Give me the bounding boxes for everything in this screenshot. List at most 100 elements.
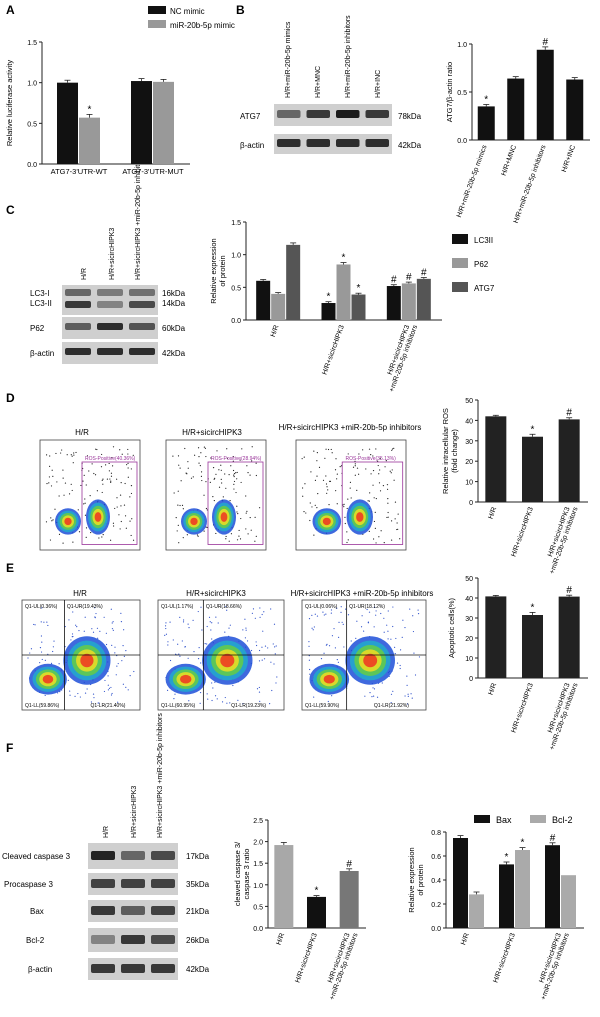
blot-b-lane-1: H/R+miR-20b-5p mimics <box>285 21 292 98</box>
flow-e-3-dot-101 <box>311 614 313 616</box>
flow-d-1-dot-58 <box>72 541 74 543</box>
flow-d-3-dot-128 <box>325 448 327 450</box>
flow-d-3-dot-48 <box>347 498 349 500</box>
flow-d-2-dot-24 <box>237 513 239 515</box>
flow-e-3-dot-114 <box>355 637 357 639</box>
flow-e-3-dot-24 <box>323 652 325 654</box>
blot-f-kda-bcl2: 26kDa <box>186 936 210 945</box>
flow-e-3-dot-31 <box>396 662 399 664</box>
flow-d-3-dot-109 <box>354 465 356 467</box>
flow-e-3-dot-57 <box>325 613 327 615</box>
flow-e-1-dot-47 <box>95 612 97 615</box>
flow-e-1-dot-135 <box>92 631 95 633</box>
flow-d-1-dot-26 <box>63 494 65 496</box>
flow-e-3-dot-86 <box>308 618 311 620</box>
flow-e-1-dot-75 <box>125 650 127 652</box>
flow-d-3-gate-label: ROS-Positive(35.13%) <box>346 456 397 462</box>
flow-d-1-dot-110 <box>85 536 87 538</box>
flow-d-3-dot-31 <box>362 449 364 451</box>
flow-d-2-dot-87 <box>197 447 200 449</box>
A-xlabel-0: ATG7-3'UTR-WT <box>51 167 108 176</box>
flow-e-3-dot-20 <box>371 695 373 698</box>
flow-e-3-dot-137 <box>390 638 392 640</box>
flow-e-2-dot-129 <box>188 627 190 629</box>
flow-e-2-dot-35 <box>276 676 278 678</box>
flow-d-2-dot-1 <box>245 512 247 514</box>
flow-d-1-dot-45 <box>120 505 122 507</box>
blot-b-band-0-1 <box>306 110 330 118</box>
flow-d-3-dot-53 <box>380 530 382 532</box>
flow-e-3-dot-96 <box>311 627 313 629</box>
flow-d-2-dot-79 <box>233 474 235 476</box>
F1-xlabel-1: H/R+sicircHIPK3 <box>294 932 319 984</box>
flow-e-2-dot-6 <box>169 621 171 623</box>
flow-e-2-dot-9 <box>228 627 230 629</box>
flow-d-1-dot-28 <box>90 531 92 534</box>
flow-d-3-dot-43 <box>346 541 348 544</box>
F1-ytick-label-4: 2.0 <box>253 840 263 847</box>
flow-e-1-dot-91 <box>86 688 88 690</box>
flow-e-1-dot-139 <box>75 624 77 626</box>
flow-e-3-dot-99 <box>383 631 385 633</box>
flow-d-1-dot-136 <box>119 494 122 496</box>
flow-e-2-dot-27 <box>255 644 258 647</box>
flow-e-1-dot-20 <box>120 612 122 614</box>
flow-d-1-dot-25 <box>110 472 113 474</box>
C-bar-2-1 <box>401 283 416 320</box>
flow-e-1-dot-120 <box>40 621 42 623</box>
flow-e-3-dot-12 <box>410 693 412 695</box>
flow-e-3-dot-138 <box>367 622 369 624</box>
flow-e-3-dot-28 <box>413 652 415 654</box>
flow-e-1-dot-4 <box>122 683 124 685</box>
flow-d-3-dot-79 <box>310 471 312 473</box>
flow-d-2-dot-21 <box>186 534 188 536</box>
flow-d-3-dot-15 <box>390 539 393 541</box>
flow-d-1-dot-17 <box>121 453 123 455</box>
flow-d-3-dot-34 <box>335 490 337 492</box>
flow-d-3-dot-54 <box>303 456 305 458</box>
flow-d-2-dot-19 <box>255 462 257 464</box>
flow-e-1-dot-31 <box>39 662 41 664</box>
flow-e-2-dot-132 <box>254 617 256 619</box>
flow-e-3-dot-132 <box>361 615 363 617</box>
flow-e-1-q-ur: Q1-UR(19.43%) <box>67 604 103 610</box>
flow-d-3-dot-65 <box>309 519 311 522</box>
flow-e-1-dot-122 <box>115 674 117 676</box>
flow-e-2-dot-110 <box>262 630 264 632</box>
flow-e-3-dot-94 <box>373 695 375 697</box>
flow-d-2-dot-10 <box>254 540 256 542</box>
A-ytick-label-3: 1.5 <box>27 40 37 47</box>
flow-e-1-blob-0-4 <box>42 674 54 684</box>
flow-d-1-dot-6 <box>129 496 131 498</box>
blot-f-band-4-0 <box>91 964 115 973</box>
flow-d-2-dot-46 <box>215 473 217 475</box>
blot-c-kda-actin: 42kDa <box>162 349 186 358</box>
flow-e-1-dot-5 <box>40 635 43 637</box>
blot-f-band-2-0 <box>91 906 115 915</box>
flow-e-2-q-ul: Q1-UL(1.17%) <box>161 604 194 610</box>
flow-d-2-dot-111 <box>200 452 202 454</box>
flow-d-3-dot-116 <box>309 502 311 504</box>
A-bar-1-1 <box>153 81 174 164</box>
blot-c-lane-2: H/R+sicircHIPK3 <box>109 228 116 280</box>
flow-e-1-dot-110 <box>46 621 48 623</box>
flow-e-2-dot-93 <box>221 701 224 703</box>
A-ylabel: Relative luciferase activity <box>5 60 14 147</box>
flow-e-3-dot-39 <box>387 630 389 632</box>
flow-e-1-dot-104 <box>111 622 113 624</box>
flow-d-3-dot-101 <box>367 500 369 502</box>
flow-d-2-dot-123 <box>240 481 242 484</box>
flow-e-1-dot-121 <box>104 679 106 682</box>
flow-e-1-dot-108 <box>129 675 131 677</box>
flow-e-2-dot-8 <box>169 659 172 662</box>
flow-d-2-dot-37 <box>236 478 238 480</box>
flow-d-2-dot-27 <box>218 469 220 471</box>
flow-e-3-dot-133 <box>392 625 394 628</box>
flow-e-2-dot-125 <box>164 625 167 627</box>
blot-f-band-3-0 <box>91 935 115 944</box>
panel-letter-a: A <box>6 3 15 17</box>
flow-e-3-dot-129 <box>375 610 377 612</box>
blot-b-band-0-3 <box>365 110 389 118</box>
flow-e-1-dot-36 <box>121 660 123 662</box>
flow-e-3-dot-38 <box>373 626 375 628</box>
